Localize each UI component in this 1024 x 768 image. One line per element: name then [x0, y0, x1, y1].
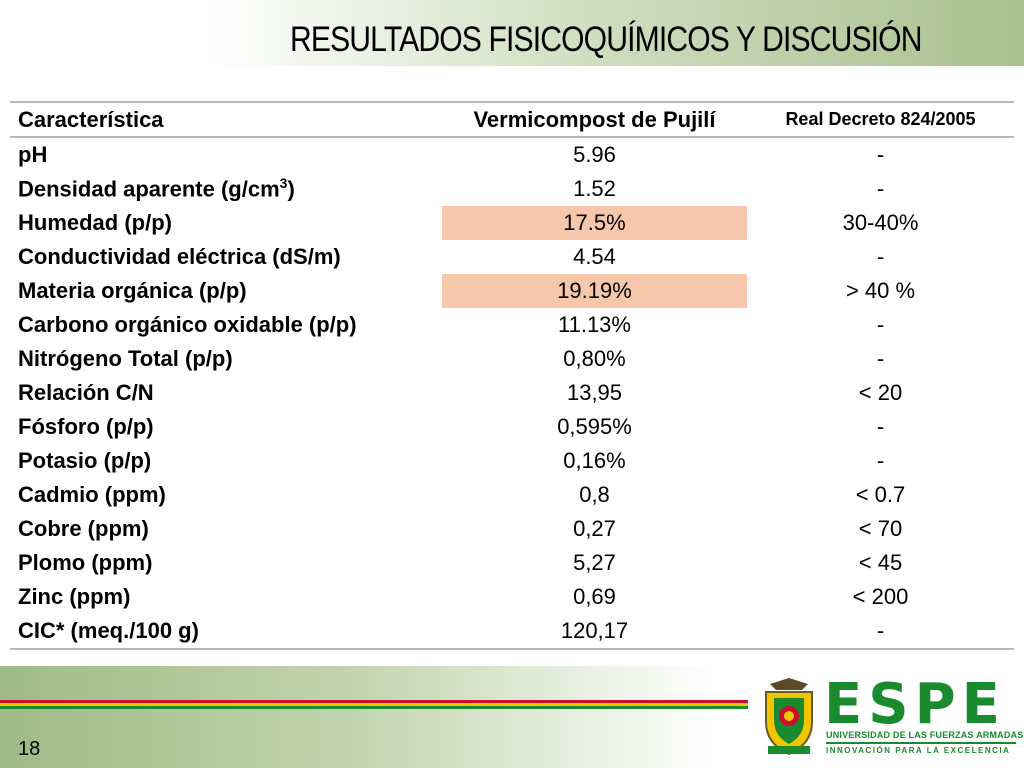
espe-logo: ESPE UNIVERSIDAD DE LAS FUERZAS ARMADAS …	[756, 672, 1023, 758]
footer-stripe-green	[0, 706, 748, 709]
table-row: Potasio (p/p) 0,16% -	[10, 444, 1014, 478]
row-value: 5,27	[573, 550, 616, 575]
table-row: Cadmio (ppm) 0,8 < 0.7	[10, 478, 1014, 512]
table-header-row: Característica Vermicompost de Pujilí Re…	[10, 101, 1014, 138]
row-feature: Materia orgánica (p/p)	[18, 278, 247, 303]
header-characteristic: Característica	[10, 101, 442, 138]
slide-title: RESULTADOS FISICOQUÍMICOS Y DISCUSIÓN	[290, 20, 922, 59]
table-row: Fósforo (p/p) 0,595% -	[10, 410, 1014, 444]
table-row: Conductividad eléctrica (dS/m) 4.54 -	[10, 240, 1014, 274]
university-crest-icon	[765, 678, 813, 756]
table-row: Carbono orgánico oxidable (p/p) 11.13% -	[10, 308, 1014, 342]
row-feature: Potasio (p/p)	[18, 448, 152, 473]
row-feature: Relación C/N	[18, 380, 154, 405]
row-reference: -	[876, 346, 885, 371]
row-reference: -	[876, 244, 885, 269]
row-feature: Fósforo (p/p)	[18, 414, 154, 439]
row-feature: Humedad (p/p)	[18, 210, 172, 235]
row-feature: pH	[18, 142, 48, 167]
logo-wordmark: ESPE	[824, 672, 1006, 737]
table-row: Humedad (p/p) 17.5% 30-40%	[10, 206, 1014, 240]
row-feature: Conductividad eléctrica (dS/m)	[18, 244, 341, 269]
row-reference: -	[747, 614, 1014, 650]
row-reference: < 200	[852, 584, 909, 609]
row-reference: -	[876, 448, 885, 473]
row-feature-text: Densidad aparente (g/cm	[18, 176, 280, 202]
table-row: Zinc (ppm) 0,69 < 200	[10, 580, 1014, 614]
title-band	[0, 0, 1024, 66]
row-feature-superscript: 3	[279, 175, 288, 192]
logo-university-name: UNIVERSIDAD DE LAS FUERZAS ARMADAS	[826, 730, 1024, 740]
row-reference: -	[876, 142, 885, 167]
page-number: 18	[18, 738, 41, 760]
table-row: Densidad aparente (g/cm3) 1.52 -	[10, 172, 1014, 206]
row-reference: -	[876, 176, 885, 201]
header-real-decreto: Real Decreto 824/2005	[747, 101, 1014, 138]
row-reference: < 70	[858, 516, 903, 541]
footer-stripe-yellow	[0, 703, 748, 706]
table-row: Materia orgánica (p/p) 19.19% > 40 %	[10, 274, 1014, 308]
results-table: Característica Vermicompost de Pujilí Re…	[10, 101, 1014, 650]
header-vermicompost: Vermicompost de Pujilí	[442, 101, 747, 138]
row-value: 0,27	[573, 516, 616, 541]
footer-stripe-red	[0, 700, 748, 703]
row-value: 0,16%	[563, 448, 626, 473]
row-value-highlighted: 19.19%	[442, 274, 747, 308]
row-value: 11.13%	[558, 312, 631, 337]
row-feature: Densidad aparente (g/cm3)	[10, 172, 442, 206]
row-feature: Zinc (ppm)	[18, 584, 131, 609]
row-reference: < 20	[858, 380, 903, 405]
table-row: Nitrógeno Total (p/p) 0,80% -	[10, 342, 1014, 376]
row-value: 0,595%	[557, 414, 632, 439]
table-row: Relación C/N 13,95 < 20	[10, 376, 1014, 410]
row-feature: Plomo (ppm)	[18, 550, 153, 575]
row-value: 0,80%	[563, 346, 626, 371]
row-reference: < 45	[858, 550, 903, 575]
logo-slogan: INNOVACIÓN PARA LA EXCELENCIA	[826, 746, 1011, 755]
row-reference: -	[876, 414, 885, 439]
footer-band	[0, 666, 1024, 768]
row-reference: < 0.7	[855, 482, 906, 507]
row-value: 0,8	[579, 482, 610, 507]
row-value: 5.96	[573, 142, 616, 167]
row-feature: CIC* (meq./100 g)	[10, 614, 442, 650]
row-value-highlighted: 17.5%	[442, 206, 747, 240]
row-feature: Carbono orgánico oxidable (p/p)	[18, 312, 357, 337]
row-reference: > 40 %	[845, 278, 916, 303]
row-value: 4.54	[573, 244, 616, 269]
row-feature: Cadmio (ppm)	[18, 482, 166, 507]
row-value: 13,95	[566, 380, 623, 405]
table-row: Plomo (ppm) 5,27 < 45	[10, 546, 1014, 580]
table-row: pH 5.96 -	[10, 137, 1014, 172]
logo-divider	[826, 742, 1016, 744]
row-feature: Nitrógeno Total (p/p)	[18, 346, 233, 371]
row-feature-close: )	[287, 176, 295, 202]
table-row: CIC* (meq./100 g) 120,17 -	[10, 614, 1014, 650]
row-value: 0,69	[573, 584, 616, 609]
row-reference: -	[876, 312, 885, 337]
row-value: 1.52	[573, 176, 616, 201]
row-feature: Cobre (ppm)	[18, 516, 149, 541]
row-value: 120,17	[442, 614, 747, 650]
table-row: Cobre (ppm) 0,27 < 70	[10, 512, 1014, 546]
row-reference: 30-40%	[842, 210, 919, 235]
